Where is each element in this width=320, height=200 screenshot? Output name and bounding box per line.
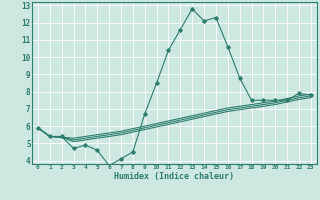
X-axis label: Humidex (Indice chaleur): Humidex (Indice chaleur)	[115, 172, 234, 181]
